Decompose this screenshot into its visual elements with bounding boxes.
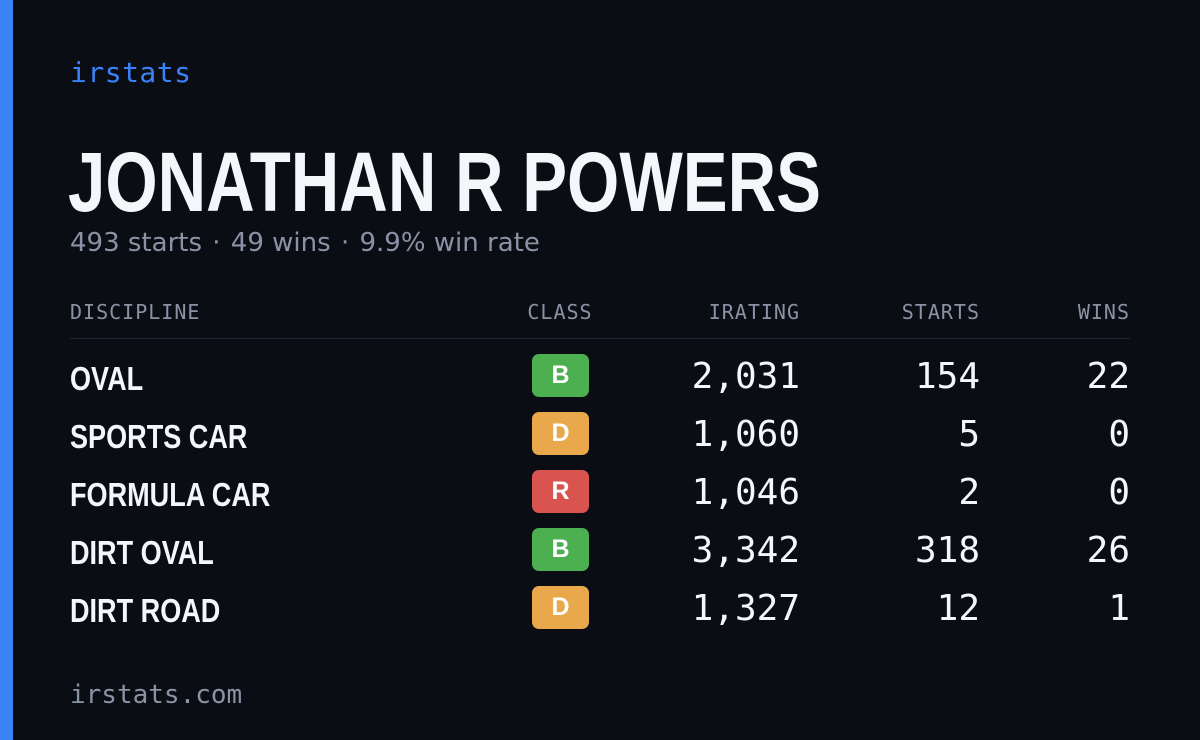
summary-separator: · (212, 228, 221, 258)
starts-value: 12 (936, 588, 980, 629)
summary-starts: 493 starts (70, 228, 202, 258)
discipline-name: DIRT OVAL (70, 534, 214, 571)
table-row: DIRT OVAL B 3,342 318 26 (70, 520, 1130, 578)
header-wins: WINS (1077, 300, 1130, 324)
summary-win-rate: 9.9% win rate (359, 228, 540, 258)
class-badge: B (532, 528, 589, 571)
wins-value: 0 (1108, 472, 1130, 513)
table-row: DIRT ROAD D 1,327 12 1 (70, 578, 1130, 636)
driver-summary: 493 starts · 49 wins · 9.9% win rate (70, 228, 540, 258)
starts-value: 2 (958, 472, 980, 513)
brand-logo: irstats (70, 56, 192, 89)
accent-bar (0, 0, 13, 740)
header-class: CLASS (527, 300, 593, 324)
footer-url: irstats.com (70, 680, 243, 710)
wins-value: 22 (1086, 356, 1130, 397)
table-row: FORMULA CAR R 1,046 2 0 (70, 462, 1130, 520)
class-badge: D (532, 412, 589, 455)
wins-value: 26 (1086, 530, 1130, 571)
summary-wins: 49 wins (230, 228, 331, 258)
wins-value: 0 (1108, 414, 1130, 455)
table-row: OVAL B 2,031 154 22 (70, 346, 1130, 404)
wins-value: 1 (1108, 588, 1130, 629)
irating-value: 1,327 (691, 588, 800, 629)
discipline-name: OVAL (70, 360, 144, 397)
stats-table-body: OVAL B 2,031 154 22 SPORTS CAR D 1,060 5… (70, 346, 1130, 636)
summary-separator: · (340, 228, 350, 258)
class-badge: B (532, 354, 589, 397)
irating-value: 2,031 (691, 356, 800, 397)
stats-table-header: DISCIPLINE CLASS IRATING STARTS WINS (70, 298, 1130, 339)
starts-value: 5 (958, 414, 980, 455)
header-starts: STARTS (901, 300, 980, 324)
discipline-name: DIRT ROAD (70, 592, 221, 629)
class-badge: R (532, 470, 589, 513)
starts-value: 318 (914, 530, 980, 571)
header-discipline: DISCIPLINE (70, 300, 201, 324)
irating-value: 1,060 (691, 414, 800, 455)
discipline-name: FORMULA CAR (70, 476, 271, 513)
irating-value: 3,342 (691, 530, 800, 571)
irating-value: 1,046 (691, 472, 800, 513)
table-row: SPORTS CAR D 1,060 5 0 (70, 404, 1130, 462)
header-irating: IRATING (708, 300, 800, 324)
driver-name: JONATHAN R POWERS (68, 135, 821, 229)
discipline-name: SPORTS CAR (70, 418, 248, 455)
class-badge: D (532, 586, 589, 629)
starts-value: 154 (914, 356, 980, 397)
